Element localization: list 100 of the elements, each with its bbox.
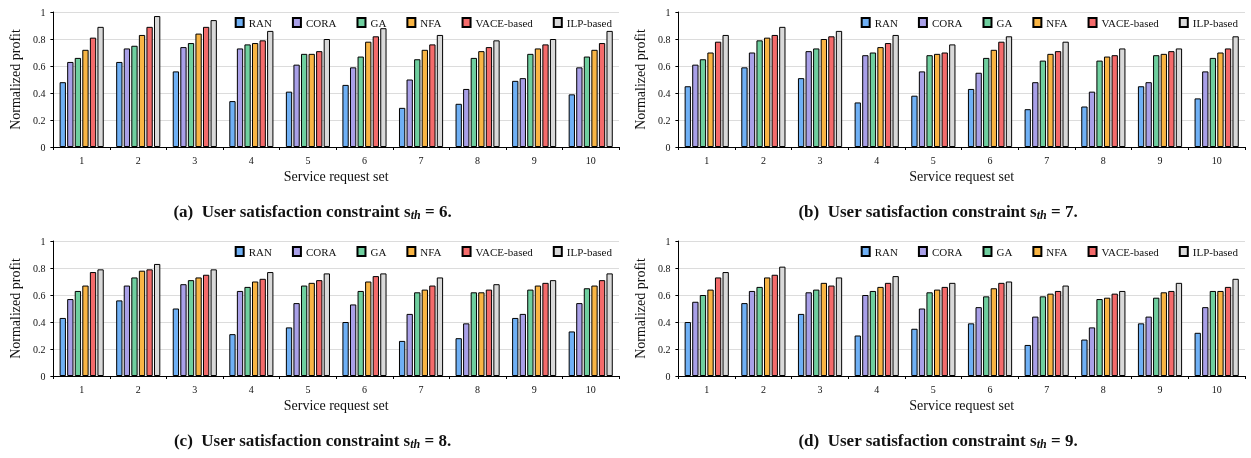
- x-tick-label: 6: [987, 383, 993, 395]
- x-axis-title: Service request set: [909, 398, 1015, 414]
- y-tick-label: 0.4: [32, 316, 46, 328]
- y-tick-label: 0.4: [657, 87, 671, 99]
- x-tick-label: 5: [305, 154, 311, 166]
- legend-label: NFA: [1046, 16, 1068, 29]
- legend-label: VACE-based: [475, 16, 534, 29]
- x-tick-label: 3: [817, 383, 823, 395]
- x-tick-label: 1: [704, 154, 710, 166]
- legend-label: NFA: [420, 16, 442, 29]
- x-tick-label: 5: [930, 154, 936, 166]
- y-tick-label: 1: [665, 235, 671, 247]
- legend-label: CORA: [931, 245, 963, 258]
- legend-label: GA: [370, 245, 387, 258]
- y-axis-title: Normalized profit: [7, 258, 23, 359]
- legend-label: NFA: [1046, 245, 1068, 258]
- legend-label: GA: [370, 16, 387, 29]
- y-tick-label: 0.2: [32, 114, 46, 126]
- y-axis-title: Normalized profit: [7, 29, 23, 130]
- legend-label: RAN: [248, 245, 272, 258]
- x-tick-label: 4: [248, 383, 254, 395]
- y-tick-label: 0: [665, 370, 671, 382]
- y-tick-label: 0: [40, 370, 46, 382]
- y-tick-label: 0.6: [657, 60, 671, 72]
- legend-label: CORA: [305, 245, 337, 258]
- x-tick-label: 9: [531, 383, 537, 395]
- x-tick-label: 7: [1044, 383, 1050, 395]
- x-tick-label: 10: [1211, 154, 1222, 166]
- x-axis-title: Service request set: [283, 398, 389, 414]
- y-tick-label: 0.8: [32, 33, 46, 45]
- x-tick-label: 2: [135, 154, 141, 166]
- x-tick-label: 2: [135, 383, 141, 395]
- y-axis-title: Normalized profit: [632, 29, 648, 130]
- x-axis-title: Service request set: [283, 169, 389, 185]
- legend-label: VACE-based: [1101, 245, 1160, 258]
- y-tick-label: 0.6: [32, 60, 46, 72]
- y-tick-label: 0.2: [657, 343, 671, 355]
- x-tick-label: 8: [475, 154, 481, 166]
- legend-label: ILP-based: [1192, 16, 1239, 29]
- legend-label: ILP-based: [566, 16, 613, 29]
- legend-label: CORA: [305, 16, 337, 29]
- text: (c) User satisfaction constraint sth = 8.: [173, 431, 452, 451]
- x-tick-label: 9: [531, 154, 537, 166]
- y-tick-label: 0: [40, 141, 46, 153]
- legend-label: NFA: [420, 245, 442, 258]
- x-tick-label: 7: [418, 154, 424, 166]
- x-tick-label: 1: [79, 383, 85, 395]
- y-tick-label: 1: [40, 6, 46, 18]
- x-tick-label: 2: [760, 154, 766, 166]
- y-tick-label: 1: [40, 235, 46, 247]
- legend-label: RAN: [874, 245, 898, 258]
- x-tick-label: 2: [760, 383, 766, 395]
- x-tick-label: 4: [874, 383, 880, 395]
- legend-label: CORA: [931, 16, 963, 29]
- y-tick-label: 0.6: [657, 289, 671, 301]
- x-tick-label: 1: [79, 154, 85, 166]
- x-tick-label: 10: [1211, 383, 1222, 395]
- text: (b) User satisfaction constraint sth = 7.: [798, 202, 1078, 222]
- x-tick-label: 1: [704, 383, 710, 395]
- y-axis-title: Normalized profit: [632, 258, 648, 359]
- x-tick-label: 10: [585, 154, 596, 166]
- x-tick-label: 8: [1100, 383, 1106, 395]
- x-tick-label: 9: [1157, 383, 1163, 395]
- x-tick-label: 10: [585, 383, 596, 395]
- y-tick-label: 0.8: [32, 262, 46, 274]
- x-tick-label: 6: [361, 383, 367, 395]
- x-tick-label: 5: [305, 383, 311, 395]
- y-tick-label: 0.4: [657, 316, 671, 328]
- legend-label: VACE-based: [1101, 16, 1160, 29]
- x-tick-label: 3: [192, 154, 198, 166]
- text: (a) User satisfaction constraint sth = 6.: [173, 202, 452, 222]
- legend-label: GA: [996, 245, 1013, 258]
- x-tick-label: 7: [1044, 154, 1050, 166]
- y-tick-label: 0: [665, 141, 671, 153]
- x-tick-label: 5: [930, 383, 936, 395]
- x-tick-label: 3: [817, 154, 823, 166]
- x-tick-label: 4: [248, 154, 254, 166]
- legend-label: GA: [996, 16, 1013, 29]
- x-tick-label: 6: [361, 154, 367, 166]
- x-tick-label: 3: [192, 383, 198, 395]
- legend-label: VACE-based: [475, 245, 534, 258]
- legend-label: ILP-based: [566, 245, 613, 258]
- y-tick-label: 1: [665, 6, 671, 18]
- x-tick-label: 4: [874, 154, 880, 166]
- x-tick-label: 8: [1100, 154, 1106, 166]
- y-tick-label: 0.2: [657, 114, 671, 126]
- x-axis-title: Service request set: [909, 169, 1015, 185]
- x-tick-label: 8: [475, 383, 481, 395]
- legend-label: ILP-based: [1192, 245, 1239, 258]
- y-tick-label: 0.4: [32, 87, 46, 99]
- y-tick-label: 0.6: [32, 289, 46, 301]
- text: (d) User satisfaction constraint sth = 9.: [798, 431, 1078, 451]
- x-tick-label: 7: [418, 383, 424, 395]
- y-tick-label: 0.8: [657, 33, 671, 45]
- legend-label: RAN: [874, 16, 898, 29]
- y-tick-label: 0.8: [657, 262, 671, 274]
- x-tick-label: 9: [1157, 154, 1163, 166]
- y-tick-label: 0.2: [32, 343, 46, 355]
- x-tick-label: 6: [987, 154, 993, 166]
- legend-label: RAN: [248, 16, 272, 29]
